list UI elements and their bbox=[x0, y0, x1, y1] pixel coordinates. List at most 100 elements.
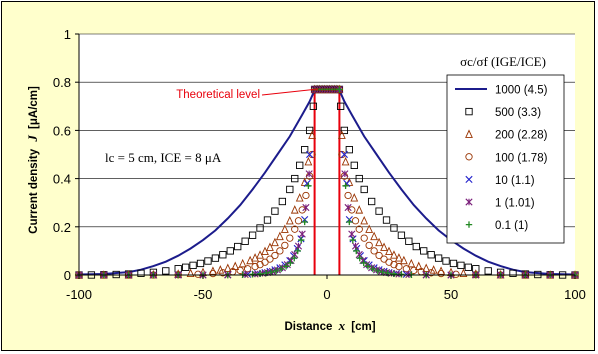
x-axis-label: Distance x [cm] bbox=[284, 318, 375, 333]
y-tick-label: 1 bbox=[64, 27, 71, 42]
data-point bbox=[459, 268, 468, 277]
data-point bbox=[356, 254, 363, 262]
data-point bbox=[509, 269, 517, 277]
data-point bbox=[273, 266, 281, 274]
data-point bbox=[390, 270, 398, 277]
data-point bbox=[355, 174, 363, 183]
data-point bbox=[296, 161, 304, 169]
data-point bbox=[211, 254, 220, 262]
data-point bbox=[238, 258, 247, 268]
data-point bbox=[340, 126, 349, 135]
data-point bbox=[449, 259, 458, 268]
data-point bbox=[268, 267, 277, 275]
data-point bbox=[412, 242, 420, 251]
plateau-point bbox=[336, 86, 343, 93]
legend-marker bbox=[465, 107, 473, 116]
data-point bbox=[360, 234, 368, 242]
data-point bbox=[281, 241, 289, 250]
data-point bbox=[256, 224, 264, 232]
data-point bbox=[360, 216, 369, 225]
legend-marker bbox=[465, 221, 473, 228]
data-point bbox=[397, 231, 406, 239]
data-point bbox=[236, 266, 244, 275]
data-point bbox=[344, 203, 352, 212]
legend-label: 1 (1.01) bbox=[495, 198, 535, 210]
data-point bbox=[223, 263, 232, 272]
data-point bbox=[351, 217, 360, 225]
data-point bbox=[294, 247, 301, 255]
data-point bbox=[348, 230, 356, 238]
data-point bbox=[373, 266, 381, 274]
data-point bbox=[370, 247, 378, 255]
data-point bbox=[294, 217, 303, 225]
data-point bbox=[286, 234, 294, 242]
x-tick-label: 100 bbox=[564, 287, 586, 302]
data-point bbox=[355, 225, 363, 233]
data-point bbox=[382, 216, 391, 224]
y-tick-label: 0 bbox=[64, 268, 71, 283]
data-point bbox=[278, 197, 287, 206]
data-point bbox=[427, 251, 435, 259]
data-point bbox=[457, 261, 465, 270]
data-point bbox=[342, 182, 349, 190]
data-point bbox=[350, 161, 358, 169]
x-tick-label: 0 bbox=[323, 287, 330, 302]
data-point bbox=[271, 237, 279, 247]
data-point bbox=[241, 237, 249, 245]
data-point bbox=[452, 270, 460, 278]
data-point bbox=[368, 264, 376, 272]
data-point bbox=[256, 270, 264, 277]
y-tick-label: 0.8 bbox=[53, 75, 71, 90]
x-axis-label-unit: [cm] bbox=[351, 321, 375, 333]
data-point bbox=[308, 130, 317, 139]
y-tick-label: 0.4 bbox=[53, 172, 71, 187]
data-point bbox=[379, 268, 386, 276]
data-point bbox=[351, 242, 360, 250]
data-point bbox=[305, 126, 314, 135]
data-point bbox=[360, 185, 368, 194]
legend-label: 500 (3.3) bbox=[495, 107, 541, 119]
data-point bbox=[309, 102, 318, 110]
data-point bbox=[370, 231, 379, 241]
data-point bbox=[286, 185, 294, 194]
data-point bbox=[349, 236, 356, 244]
data-point bbox=[219, 251, 227, 259]
legend-label: 0.1 (1) bbox=[495, 220, 528, 232]
data-point bbox=[271, 251, 279, 260]
data-point bbox=[282, 263, 290, 270]
data-point bbox=[442, 257, 450, 265]
legend: σc/σf (IGE/ICE) 1000 (4.5) 500 (3.3) 200 (… bbox=[446, 54, 565, 244]
data-point bbox=[336, 102, 345, 110]
data-point bbox=[395, 262, 403, 271]
data-point bbox=[337, 130, 346, 139]
y-axis-label-text: Current density bbox=[28, 148, 40, 234]
x-axis-label-text: Distance bbox=[284, 321, 332, 333]
data-point bbox=[261, 246, 269, 256]
legend-marker bbox=[465, 175, 473, 183]
data-point bbox=[341, 170, 349, 178]
data-point bbox=[434, 254, 443, 262]
data-point bbox=[405, 237, 413, 245]
data-point bbox=[375, 237, 383, 247]
data-point bbox=[422, 263, 431, 272]
data-point bbox=[390, 260, 398, 269]
data-point bbox=[291, 225, 299, 233]
data-point bbox=[285, 216, 294, 225]
data-point bbox=[291, 254, 298, 262]
data-point bbox=[271, 207, 279, 215]
data-point bbox=[399, 255, 408, 265]
legend-marker bbox=[465, 198, 473, 206]
y-axis-label: Current density J [μA/cm] bbox=[25, 86, 40, 234]
data-point bbox=[375, 251, 383, 260]
data-point bbox=[306, 150, 314, 159]
data-point bbox=[266, 242, 274, 251]
annotation-pointer bbox=[261, 88, 319, 96]
legend-title: σc/σf (IGE/ICE) bbox=[460, 54, 546, 69]
data-point bbox=[353, 247, 360, 255]
legend-label: 100 (1.78) bbox=[495, 152, 548, 164]
data-point bbox=[278, 264, 286, 272]
data-point bbox=[280, 224, 289, 233]
data-point bbox=[369, 265, 377, 273]
data-point bbox=[209, 269, 217, 278]
